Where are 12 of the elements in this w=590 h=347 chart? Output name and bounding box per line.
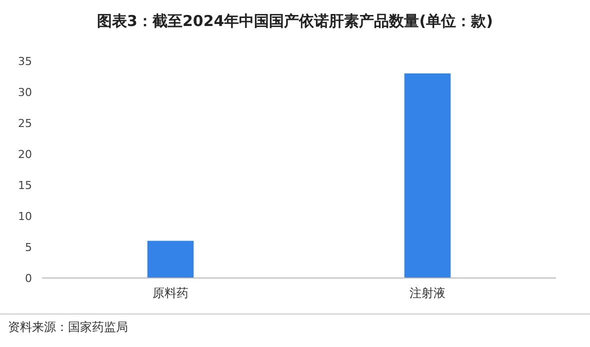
y-tick-label: 20 <box>18 148 32 161</box>
y-tick-label: 35 <box>18 55 32 68</box>
x-tick-label: 注射液 <box>410 286 446 300</box>
y-tick-label: 5 <box>25 241 32 254</box>
text: 资料来源：国家药监局 <box>8 320 128 334</box>
y-tick-label: 10 <box>18 210 32 223</box>
y-tick-label: 30 <box>18 86 32 99</box>
x-tick-label: 原料药 <box>152 286 188 300</box>
y-tick-label: 25 <box>18 117 32 130</box>
y-tick-label: 0 <box>25 272 32 285</box>
chart-title: 图表3：截至2024年中国国产依诺肝素产品数量(单位：款) <box>97 12 493 30</box>
y-tick-label: 15 <box>18 179 32 192</box>
